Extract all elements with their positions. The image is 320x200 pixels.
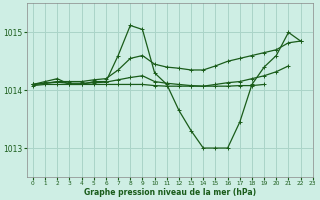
X-axis label: Graphe pression niveau de la mer (hPa): Graphe pression niveau de la mer (hPa) [84,188,256,197]
